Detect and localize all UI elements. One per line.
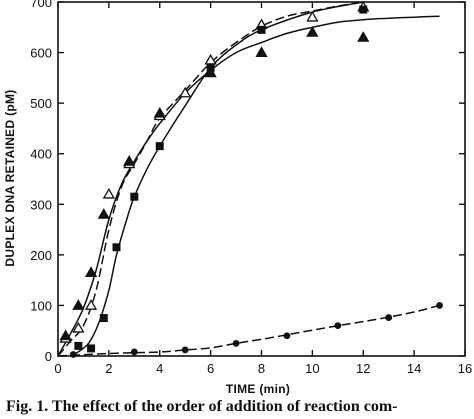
fit-curves bbox=[57, 1, 440, 357]
triangle-filled-point bbox=[306, 26, 319, 37]
square-filled-point bbox=[112, 243, 121, 252]
circle-filled-point bbox=[334, 322, 342, 330]
y-tick-label: 0 bbox=[45, 349, 52, 364]
square-filled-point bbox=[99, 314, 108, 323]
x-tick-label: 8 bbox=[258, 361, 265, 376]
triangle-filled-point bbox=[153, 106, 166, 118]
y-tick-label: 500 bbox=[30, 96, 52, 111]
x-tick-label: 14 bbox=[407, 361, 421, 376]
triangle-filled-point bbox=[255, 46, 268, 57]
triangle-open-point bbox=[306, 10, 319, 22]
square-filled-series-curve bbox=[75, 1, 364, 355]
y-axis-title: DUPLEX DNA RETAINED (pM) bbox=[3, 89, 17, 266]
chart-plot: 0 2 4 6 8 10 12 14 16 0 100 200 300 400 500 600 700 TIME… bbox=[3, 0, 472, 396]
square-filled-point bbox=[206, 63, 215, 72]
triangle-open-point bbox=[84, 299, 98, 310]
x-axis-title: TIME (min) bbox=[226, 382, 290, 396]
y-tick-label: 400 bbox=[30, 147, 52, 162]
square-filled-point bbox=[359, 5, 368, 14]
triangle-filled-point bbox=[204, 66, 217, 78]
circle-filled-point bbox=[283, 332, 291, 340]
triangle-filled-point bbox=[72, 299, 85, 310]
x-tick-label: 10 bbox=[305, 361, 319, 376]
axes: 0 2 4 6 8 10 12 14 16 0 100 200 300 400 500 600 700 bbox=[30, 0, 472, 376]
circle-filled-series-curve bbox=[57, 304, 440, 357]
triangle-filled-point bbox=[97, 208, 110, 219]
figure-caption: Fig. 1. The effect of the order of addit… bbox=[6, 398, 398, 415]
circle-filled-point bbox=[69, 351, 77, 358]
x-tick-label: 4 bbox=[156, 361, 163, 376]
x-tick-label: 12 bbox=[356, 361, 370, 376]
triangle-open-point bbox=[179, 86, 192, 98]
triangle-open-point bbox=[72, 321, 85, 333]
circle-filled-point bbox=[232, 339, 240, 347]
y-tick-label: 600 bbox=[30, 46, 52, 61]
y-tick-label: 300 bbox=[30, 197, 52, 212]
triangle-filled-point bbox=[123, 154, 136, 166]
square-filled-point bbox=[257, 25, 266, 34]
square-filled-point bbox=[87, 344, 96, 353]
square-filled-point bbox=[74, 341, 83, 350]
square-filled-point bbox=[130, 192, 139, 201]
triangle-filled-point bbox=[84, 266, 98, 277]
circle-filled-point bbox=[385, 314, 393, 321]
circle-filled-point bbox=[436, 302, 443, 309]
y-tick-label: 200 bbox=[30, 248, 52, 263]
x-tick-label: 0 bbox=[54, 361, 61, 376]
x-tick-label: 16 bbox=[458, 361, 472, 376]
triangle-filled-point bbox=[357, 31, 370, 42]
data-points bbox=[59, 0, 443, 358]
y-tick-label: 100 bbox=[30, 298, 52, 313]
triangle-open-point bbox=[102, 187, 115, 199]
x-tick-label: 6 bbox=[207, 361, 214, 376]
triangle-filled-point bbox=[59, 329, 72, 341]
square-filled-point bbox=[155, 142, 164, 151]
circle-filled-point bbox=[181, 346, 189, 354]
x-tick-label: 2 bbox=[105, 361, 112, 376]
y-tick-label: 700 bbox=[30, 0, 52, 10]
triangle-filled-series-curve bbox=[57, 15, 440, 357]
circle-filled-point bbox=[130, 348, 138, 356]
